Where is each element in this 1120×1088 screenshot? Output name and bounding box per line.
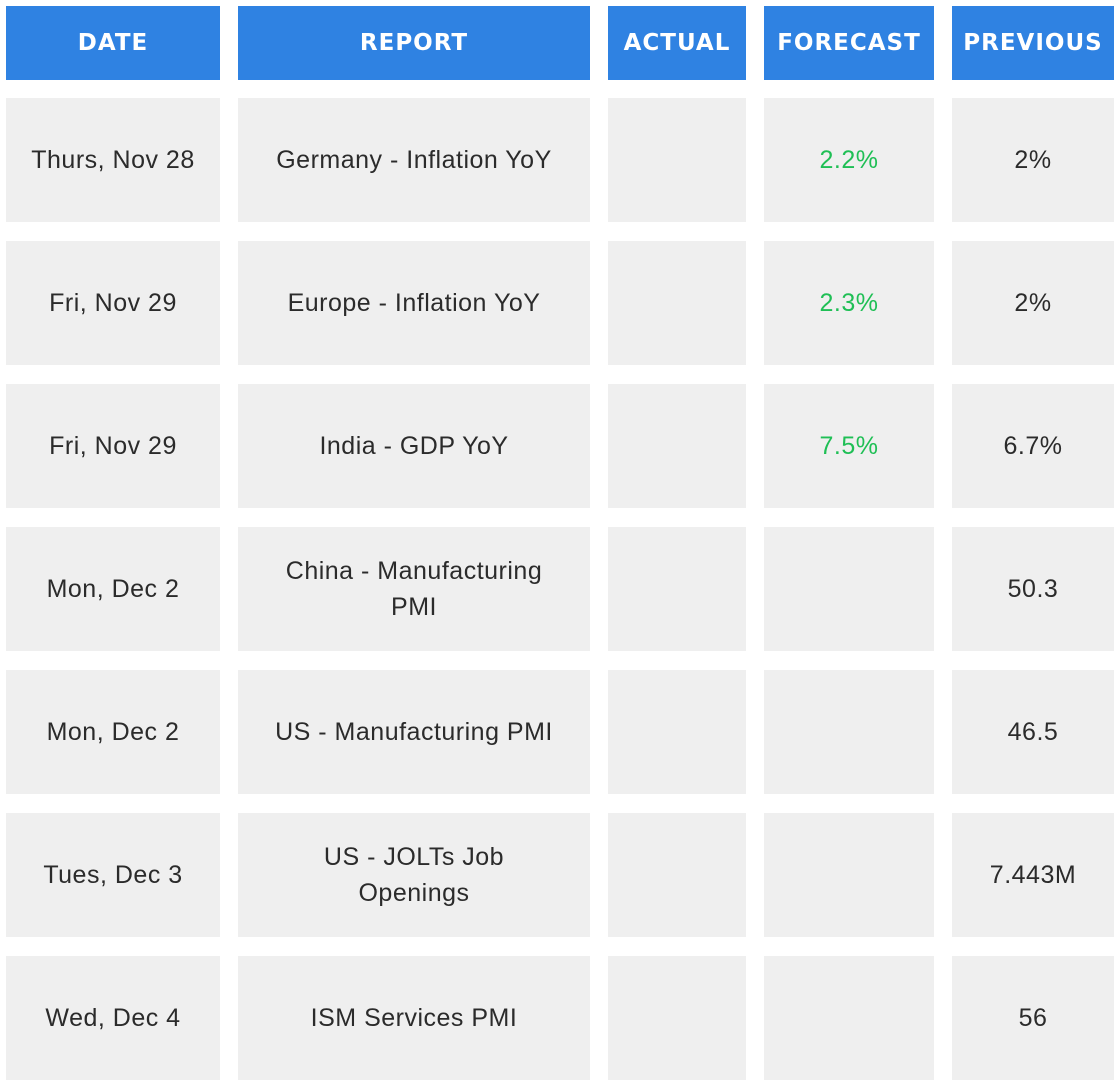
previous-cell: 46.5 xyxy=(952,670,1114,794)
report-cell: ISM Services PMI xyxy=(238,956,590,1080)
date-text: Tues, Dec 3 xyxy=(43,861,183,889)
forecast-cell: 2.2% xyxy=(764,98,934,222)
forecast-cell: 2.3% xyxy=(764,241,934,365)
actual-cell xyxy=(608,241,746,365)
previous-text: 2% xyxy=(1014,289,1052,317)
date-text: Fri, Nov 29 xyxy=(49,289,177,317)
report-cell: India - GDP YoY xyxy=(238,384,590,508)
header-cell: PREVIOUS xyxy=(952,6,1114,80)
report-cell: US - JOLTs Job Openings xyxy=(238,813,590,937)
report-cell: US - Manufacturing PMI xyxy=(238,670,590,794)
header-cell: REPORT xyxy=(238,6,590,80)
previous-cell: 2% xyxy=(952,241,1114,365)
header-cell: ACTUAL xyxy=(608,6,746,80)
previous-cell: 7.443M xyxy=(952,813,1114,937)
previous-cell: 56 xyxy=(952,956,1114,1080)
report-line: Germany - Inflation YoY xyxy=(276,146,552,174)
report-line: India - GDP YoY xyxy=(319,432,509,460)
forecast-cell xyxy=(764,670,934,794)
report-line: ISM Services PMI xyxy=(310,1004,518,1032)
actual-cell xyxy=(608,813,746,937)
report-line: Openings xyxy=(358,879,470,907)
date-text: Mon, Dec 2 xyxy=(46,575,180,603)
report-line: PMI xyxy=(391,593,437,621)
date-cell: Mon, Dec 2 xyxy=(6,527,220,651)
date-text: Mon, Dec 2 xyxy=(46,718,180,746)
header-text: PREVIOUS xyxy=(963,30,1103,56)
forecast-cell xyxy=(764,813,934,937)
date-cell: Tues, Dec 3 xyxy=(6,813,220,937)
actual-cell xyxy=(608,670,746,794)
report-cell: China - Manufacturing PMI xyxy=(238,527,590,651)
previous-cell: 6.7% xyxy=(952,384,1114,508)
forecast-cell: 7.5% xyxy=(764,384,934,508)
forecast-text: 2.3% xyxy=(819,289,879,317)
date-cell: Wed, Dec 4 xyxy=(6,956,220,1080)
header-cell: DATE xyxy=(6,6,220,80)
previous-text: 46.5 xyxy=(1007,718,1059,746)
date-cell: Mon, Dec 2 xyxy=(6,670,220,794)
previous-text: 2% xyxy=(1014,146,1052,174)
date-text: Fri, Nov 29 xyxy=(49,432,177,460)
header-cell: FORECAST xyxy=(764,6,934,80)
header-text: REPORT xyxy=(359,30,469,56)
forecast-cell xyxy=(764,527,934,651)
date-text: Wed, Dec 4 xyxy=(45,1004,181,1032)
previous-cell: 50.3 xyxy=(952,527,1114,651)
previous-text: 50.3 xyxy=(1007,575,1059,603)
forecast-cell xyxy=(764,956,934,1080)
actual-cell xyxy=(608,956,746,1080)
date-cell: Fri, Nov 29 xyxy=(6,384,220,508)
previous-cell: 2% xyxy=(952,98,1114,222)
forecast-text: 2.2% xyxy=(819,146,879,174)
report-line: US - JOLTs Job xyxy=(323,843,505,871)
forecast-text: 7.5% xyxy=(819,432,879,460)
report-line: US - Manufacturing PMI xyxy=(275,718,553,746)
date-text: Thurs, Nov 28 xyxy=(31,146,195,174)
header-text: ACTUAL xyxy=(623,30,731,56)
actual-cell xyxy=(608,527,746,651)
report-cell: Europe - Inflation YoY xyxy=(238,241,590,365)
previous-text: 56 xyxy=(1018,1004,1048,1032)
actual-cell xyxy=(608,384,746,508)
previous-text: 6.7% xyxy=(1003,432,1063,460)
previous-text: 7.443M xyxy=(989,861,1077,889)
date-cell: Fri, Nov 29 xyxy=(6,241,220,365)
header-text: DATE xyxy=(77,30,149,56)
report-line: China - Manufacturing xyxy=(285,557,543,585)
actual-cell xyxy=(608,98,746,222)
header-text: FORECAST xyxy=(777,30,921,56)
report-line: Europe - Inflation YoY xyxy=(287,289,541,317)
date-cell: Thurs, Nov 28 xyxy=(6,98,220,222)
report-cell: Germany - Inflation YoY xyxy=(238,98,590,222)
